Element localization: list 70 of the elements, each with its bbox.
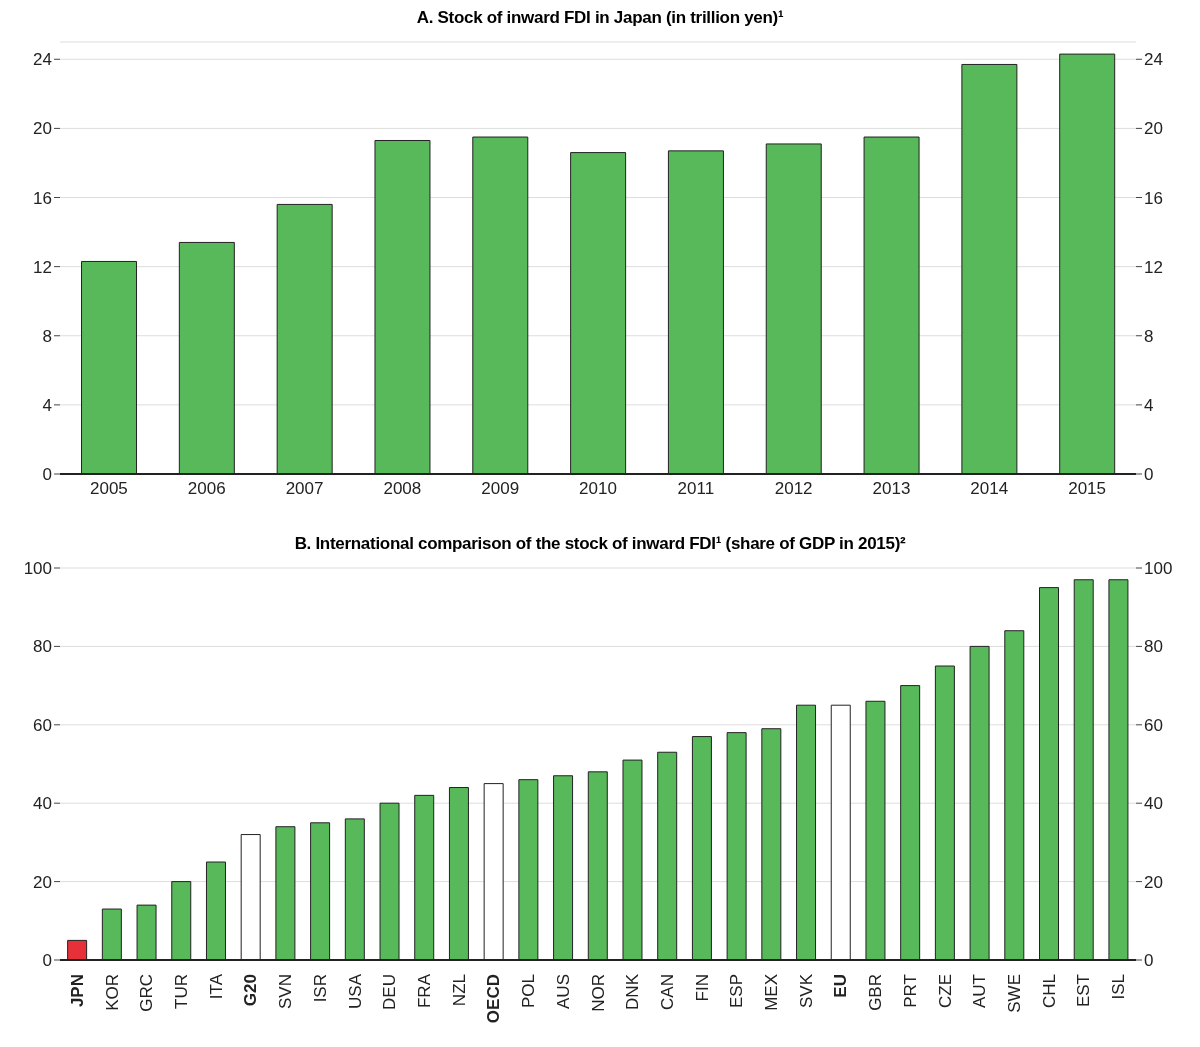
x-tick-label: 2014 xyxy=(970,479,1009,499)
y2-tick-label: 16 xyxy=(1144,188,1163,208)
y-tick-label: 40 xyxy=(33,794,52,814)
y2-tick-label: 60 xyxy=(1144,715,1163,735)
y-tick-label: 8 xyxy=(42,326,52,346)
y-tick-label: 60 xyxy=(33,715,52,735)
y-tick-label: 20 xyxy=(33,872,52,892)
x-tick-label: JPN xyxy=(67,974,87,1008)
x-tick-label: 2005 xyxy=(90,479,128,499)
y2-tick-label: 80 xyxy=(1144,637,1163,657)
y2-tick-label: 8 xyxy=(1144,326,1154,346)
y-tick-label: 100 xyxy=(23,559,52,579)
x-tick-label: TUR xyxy=(171,974,191,1009)
y2-tick-label: 4 xyxy=(1144,395,1154,415)
x-tick-label: FRA xyxy=(414,973,434,1008)
x-tick-label: AUT xyxy=(970,974,990,1008)
y-tick-label: 16 xyxy=(33,188,52,208)
x-tick-label: KOR xyxy=(102,974,122,1011)
chart-title: A. Stock of inward FDI in Japan (in trillion yen)¹ xyxy=(415,8,785,29)
y-tick-label: 0 xyxy=(42,465,52,485)
y2-tick-label: 20 xyxy=(1144,872,1163,892)
y2-tick-label: 0 xyxy=(1144,465,1154,485)
x-tick-label: FIN xyxy=(692,974,712,1002)
x-tick-label: ESP xyxy=(727,974,747,1009)
x-tick-label: NZL xyxy=(449,974,469,1007)
x-tick-label: EU xyxy=(831,974,851,998)
y2-tick-label: 0 xyxy=(1144,951,1154,971)
x-tick-label: SVK xyxy=(796,973,816,1009)
x-tick-label: G20 xyxy=(241,974,261,1007)
y-tick-label: 20 xyxy=(33,119,52,139)
x-tick-label: 2006 xyxy=(187,479,226,499)
x-tick-label: 2011 xyxy=(677,479,715,499)
y2-tick-label: 20 xyxy=(1144,119,1163,139)
x-tick-label: GRC xyxy=(137,974,157,1012)
x-tick-label: ISR xyxy=(310,974,330,1003)
x-tick-label: 2013 xyxy=(872,479,911,499)
y2-tick-label: 40 xyxy=(1144,794,1163,814)
x-tick-label: CAN xyxy=(657,974,677,1010)
x-tick-label: AUS xyxy=(553,974,573,1009)
y2-tick-label: 24 xyxy=(1144,50,1163,70)
x-tick-label: GBR xyxy=(866,974,886,1011)
y2-tick-label: 12 xyxy=(1144,257,1163,277)
x-tick-label: EST xyxy=(1074,974,1094,1008)
y-tick-label: 24 xyxy=(33,50,52,70)
x-tick-label: ITA xyxy=(206,973,226,1000)
x-tick-label: 2009 xyxy=(481,479,520,499)
x-tick-label: 2015 xyxy=(1068,479,1107,499)
x-tick-label: 2007 xyxy=(285,479,324,499)
x-tick-label: ISL xyxy=(1109,974,1129,1000)
y2-tick-label: 100 xyxy=(1144,559,1173,579)
x-tick-label: CZE xyxy=(935,974,955,1008)
y-tick-label: 0 xyxy=(42,951,52,971)
y-tick-label: 4 xyxy=(42,395,52,415)
y-tick-label: 12 xyxy=(33,257,52,277)
y-tick-label: 80 xyxy=(33,637,52,657)
x-tick-label: OECD xyxy=(484,974,504,1024)
x-tick-label: CHL xyxy=(1039,974,1059,1009)
x-tick-label: 2010 xyxy=(579,479,617,499)
x-tick-label: NOR xyxy=(588,974,608,1012)
x-tick-label: SWE xyxy=(1005,974,1025,1013)
x-tick-label: PRT xyxy=(900,974,920,1008)
x-tick-label: MEX xyxy=(762,974,782,1011)
x-tick-label: DNK xyxy=(623,973,643,1010)
x-tick-label: 2012 xyxy=(774,479,813,499)
chart-title: B. International comparison of the stock of inward FDI¹ (share of GDP in 2015)² xyxy=(293,534,907,555)
x-tick-label: POL xyxy=(519,974,539,1009)
x-tick-label: 2008 xyxy=(383,479,422,499)
x-tick-label: USA xyxy=(345,973,365,1009)
x-tick-label: SVN xyxy=(276,974,296,1009)
x-tick-label: DEU xyxy=(380,974,400,1010)
